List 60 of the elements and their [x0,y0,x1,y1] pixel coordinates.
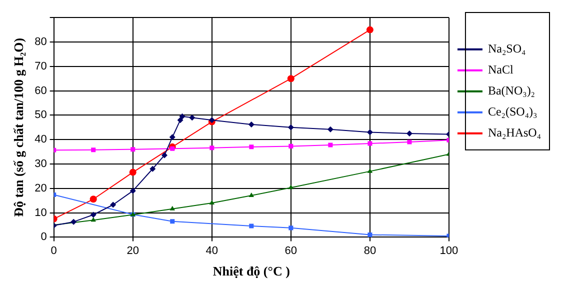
point [327,126,334,132]
y-axis-title: Độ tan (số g chất tan/100 g H₂O) [11,38,26,217]
point [189,114,196,121]
point [249,144,254,150]
point [90,212,96,218]
y-tick-label: 50 [34,109,47,122]
point [90,217,96,222]
point [288,144,294,148]
point [249,224,254,228]
y-tick-label: 60 [34,84,47,97]
point [248,121,254,128]
y-tick-label: 0 [40,231,47,244]
legend-label: NaCl [488,62,514,77]
x-axis-title: Nhiệt độ (°C ) [212,264,290,279]
point [406,130,412,136]
point [287,75,294,82]
point [129,168,136,176]
point [248,192,254,197]
point [150,166,156,172]
point [209,200,214,205]
y-tick-label: 20 [34,182,47,194]
legend-label: Ce₂(SO₄)₃ [488,104,538,119]
point [368,141,372,146]
point [170,146,175,151]
point [170,206,175,210]
point [110,202,116,208]
x-tick-label: 80 [364,244,376,257]
point [169,134,176,140]
point [367,168,373,173]
point [366,129,373,136]
point [328,142,333,148]
legend-label: Na₂HAsO₄ [488,126,542,140]
x-tick-label: 20 [126,244,139,257]
point [130,188,136,194]
legend-label: Ba(NO₃)₂ [488,84,536,98]
x-tick-label: 0 [50,244,57,257]
point [368,232,372,238]
point [170,219,175,224]
point [130,147,136,152]
point [407,140,412,144]
y-tick-label: 30 [34,158,47,170]
point [210,146,214,150]
point [288,184,294,190]
point [70,218,77,225]
y-tick-label: 80 [34,36,47,48]
point [179,113,186,120]
point [366,26,374,34]
point [177,117,184,124]
x-tick-label: 100 [440,244,458,257]
y-tick-label: 70 [34,60,47,72]
x-tick-label: 60 [284,244,298,257]
point [91,148,96,152]
y-tick-label: 10 [34,206,47,219]
point [288,124,294,130]
point [288,226,294,230]
point [90,196,97,203]
y-tick-label: 40 [34,134,47,146]
legend-label: Na₂SO₄ [488,42,526,56]
point [161,152,168,158]
x-tick-label: 40 [206,244,218,257]
